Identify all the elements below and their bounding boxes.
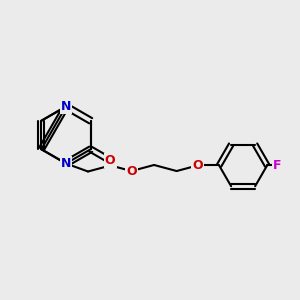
Text: N: N	[61, 100, 71, 113]
Text: O: O	[126, 164, 137, 178]
Text: O: O	[192, 159, 203, 172]
Text: N: N	[61, 157, 71, 170]
Text: O: O	[105, 154, 116, 167]
Text: F: F	[273, 159, 282, 172]
